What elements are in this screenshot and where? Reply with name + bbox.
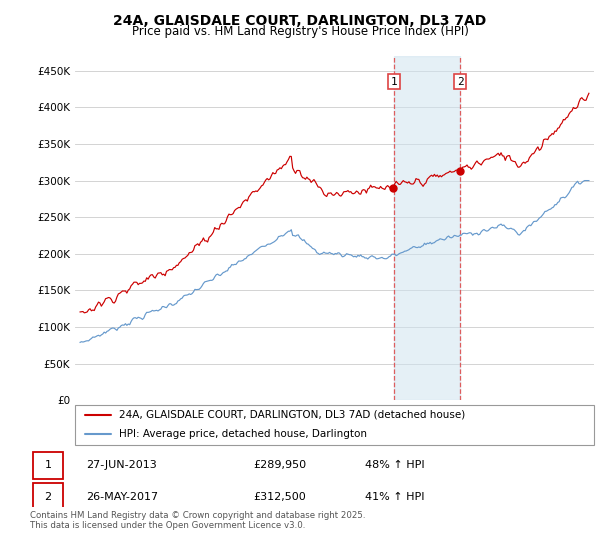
Text: 1: 1 <box>391 77 397 87</box>
Text: 24A, GLAISDALE COURT, DARLINGTON, DL3 7AD: 24A, GLAISDALE COURT, DARLINGTON, DL3 7A… <box>113 14 487 28</box>
Text: 2: 2 <box>44 492 52 502</box>
Text: 26-MAY-2017: 26-MAY-2017 <box>86 492 158 502</box>
Text: 48% ↑ HPI: 48% ↑ HPI <box>365 460 424 470</box>
Text: £312,500: £312,500 <box>253 492 306 502</box>
Text: 27-JUN-2013: 27-JUN-2013 <box>86 460 157 470</box>
Text: 41% ↑ HPI: 41% ↑ HPI <box>365 492 424 502</box>
Text: Price paid vs. HM Land Registry's House Price Index (HPI): Price paid vs. HM Land Registry's House … <box>131 25 469 38</box>
Text: 1: 1 <box>44 460 52 470</box>
Bar <box>394 56 460 400</box>
Text: 24A, GLAISDALE COURT, DARLINGTON, DL3 7AD (detached house): 24A, GLAISDALE COURT, DARLINGTON, DL3 7A… <box>119 410 466 420</box>
Text: £289,950: £289,950 <box>253 460 307 470</box>
FancyBboxPatch shape <box>33 483 64 510</box>
Text: Contains HM Land Registry data © Crown copyright and database right 2025.
This d: Contains HM Land Registry data © Crown c… <box>30 511 365 530</box>
FancyBboxPatch shape <box>33 452 64 479</box>
Text: 2: 2 <box>457 77 463 87</box>
Text: HPI: Average price, detached house, Darlington: HPI: Average price, detached house, Darl… <box>119 429 367 439</box>
